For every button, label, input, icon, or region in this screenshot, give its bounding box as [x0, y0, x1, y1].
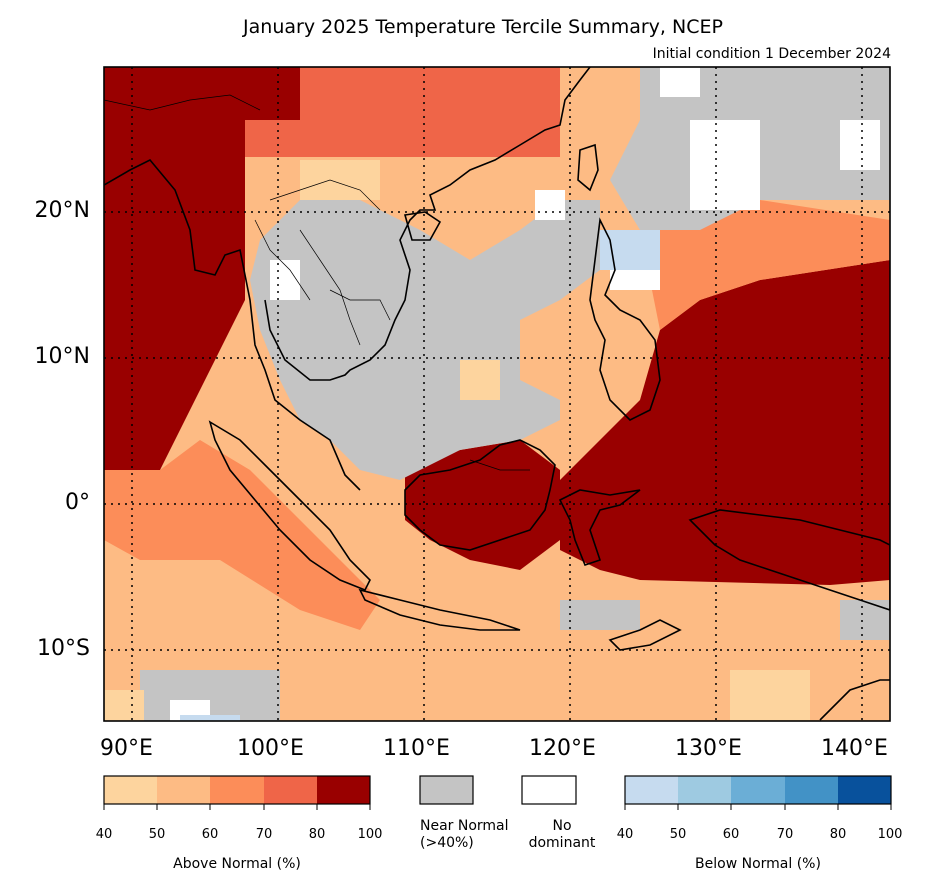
cb-below-tick: 60	[722, 827, 740, 842]
lat-tick-0: 0°	[65, 490, 90, 515]
coast-mainland	[104, 67, 591, 491]
cb-above-tick: 70	[255, 827, 273, 842]
coast-sumatra	[208, 420, 371, 592]
cb-below-tick: 50	[669, 827, 687, 842]
map-frame	[103, 66, 891, 722]
lon-tick-90e: 90°E	[100, 736, 153, 761]
region-no-dominant-3	[840, 120, 880, 170]
lon-tick-120e: 120°E	[529, 736, 596, 761]
lat-tick-20n: 20°N	[34, 198, 90, 223]
cb-below-tick: 40	[616, 827, 634, 842]
region-near-normal-south	[560, 600, 640, 630]
region-borneo	[405, 440, 560, 570]
cb-no-dominant	[521, 775, 577, 805]
region-near-normal-se	[840, 600, 890, 640]
coast-new-guinea	[688, 509, 890, 611]
lat-tick-10s: 10°S	[37, 636, 90, 661]
lon-tick-110e: 110°E	[383, 736, 450, 761]
region-no-dominant-5	[270, 260, 300, 300]
cb-above-tick: 50	[148, 827, 166, 842]
region-light-3	[460, 360, 500, 400]
cb-below-3	[731, 776, 785, 804]
region-light-2	[730, 670, 810, 721]
coast-borneo	[404, 439, 556, 551]
coast-philippines	[589, 217, 661, 421]
cb-above-tick: 100	[357, 827, 383, 842]
colorbar-below	[624, 775, 892, 810]
cb-no-dominant-label: No dominant	[528, 818, 596, 851]
region-below-normal-1	[600, 230, 660, 270]
region-bay-of-bengal	[104, 67, 300, 470]
lon-tick-130e: 130°E	[675, 736, 742, 761]
region-no-dominant-1	[690, 120, 760, 210]
region-pacific	[560, 260, 890, 585]
cb-below-2	[678, 776, 731, 804]
region-no-dominant-2	[660, 67, 700, 97]
region-light-4	[300, 160, 380, 200]
cb-below-tick: 70	[776, 827, 794, 842]
cb-near-normal	[419, 775, 474, 805]
cb-below-5	[838, 776, 891, 804]
cb-above-5	[317, 776, 370, 804]
coast-taiwan	[577, 143, 599, 192]
region-below-normal-2	[180, 715, 240, 721]
map-subtitle: Initial condition 1 December 2024	[652, 46, 891, 62]
cb-above-label: Above Normal (%)	[173, 856, 301, 872]
region-no-dominant-4	[535, 190, 565, 220]
coast-timor	[608, 619, 682, 651]
cb-above-1	[104, 776, 157, 804]
cb-below-4	[785, 776, 838, 804]
lon-tick-100e: 100°E	[237, 736, 304, 761]
cb-below-tick: 80	[829, 827, 847, 842]
map-title: January 2025 Temperature Tercile Summary…	[243, 16, 723, 38]
region-indian-ocean	[104, 440, 380, 630]
region-light-1	[104, 690, 144, 721]
colorbar-above	[103, 775, 371, 810]
lon-tick-140e: 140°E	[821, 736, 888, 761]
lat-tick-10n: 10°N	[34, 344, 90, 369]
coast-java	[358, 588, 521, 631]
cb-near-normal-label: Near Normal (>40%)	[420, 818, 509, 851]
cb-above-2	[157, 776, 210, 804]
cb-above-tick: 40	[95, 827, 113, 842]
cb-above-tick: 80	[308, 827, 326, 842]
cb-below-1	[625, 776, 678, 804]
cb-above-4	[264, 776, 317, 804]
region-philippine-sea	[640, 200, 890, 330]
cb-below-tick: 100	[877, 827, 903, 842]
cb-above-tick: 60	[201, 827, 219, 842]
coast-australia	[819, 679, 890, 721]
region-near-normal-mainland	[250, 200, 600, 480]
coast-hainan	[403, 211, 442, 241]
cb-above-3	[210, 776, 264, 804]
coast-sulawesi	[558, 489, 641, 566]
cb-below-label: Below Normal (%)	[695, 856, 821, 872]
